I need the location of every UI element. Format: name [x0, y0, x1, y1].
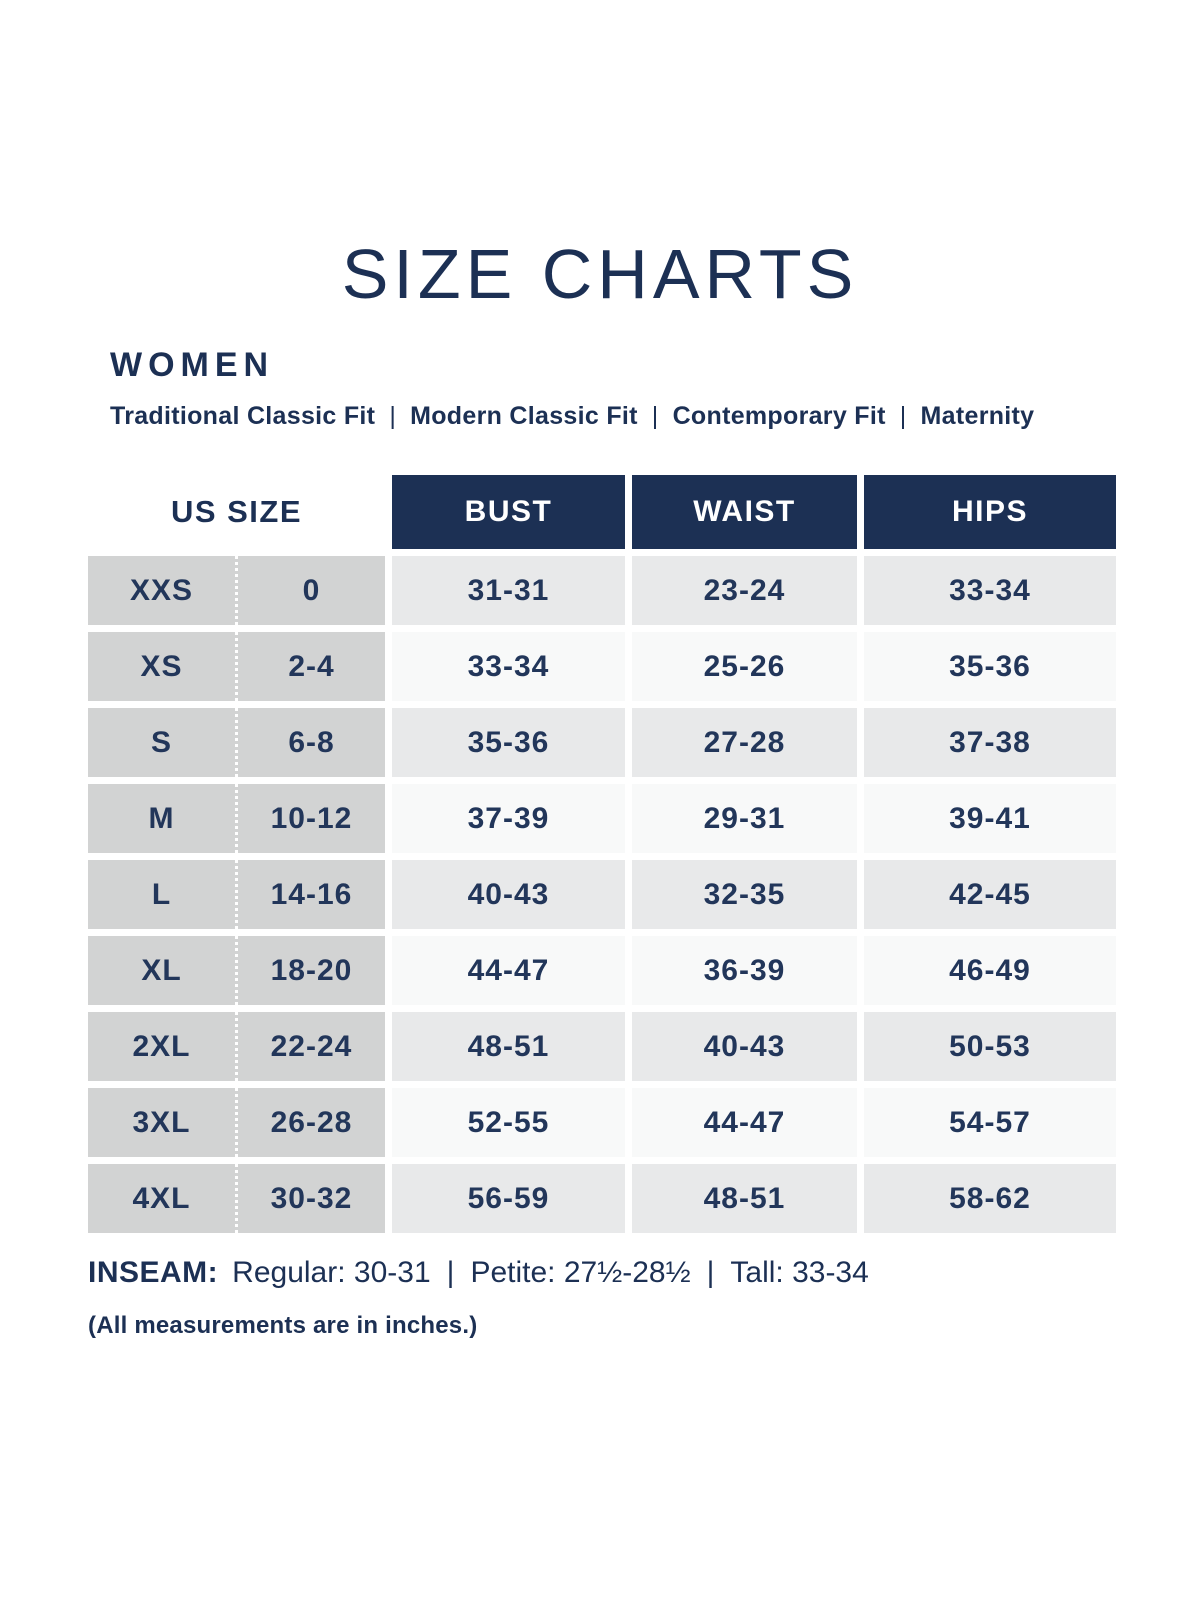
us-size-value: 10-12 — [235, 784, 385, 853]
hips-value: 58-62 — [864, 1164, 1116, 1233]
bust-value: 44-47 — [392, 936, 625, 1005]
size-label: M — [148, 801, 175, 835]
size-label: L — [151, 877, 172, 911]
hips-value: 35-36 — [864, 632, 1116, 701]
us-size-value: 18-20 — [235, 936, 385, 1005]
table-row-us-size: 3XL 26-28 — [88, 1088, 385, 1157]
fit-contemporary: Contemporary Fit — [672, 402, 886, 430]
waist-value: 48-51 — [632, 1164, 857, 1233]
hips-value: 50-53 — [864, 1012, 1116, 1081]
hips-value: 39-41 — [864, 784, 1116, 853]
us-size-value: 26-28 — [235, 1088, 385, 1157]
table-row-us-size: 4XL 30-32 — [88, 1164, 385, 1233]
waist-value: 25-26 — [632, 632, 857, 701]
women-section-heading: WOMEN — [110, 346, 275, 384]
fit-divider: | — [899, 402, 907, 430]
waist-value: 29-31 — [632, 784, 857, 853]
bust-value: 37-39 — [392, 784, 625, 853]
table-row-us-size: XXS 0 — [88, 556, 385, 625]
fit-divider: | — [389, 402, 397, 430]
fit-modern-classic: Modern Classic Fit — [410, 402, 638, 430]
us-size-value: 14-16 — [235, 860, 385, 929]
us-size-value: 30-32 — [235, 1164, 385, 1233]
size-label: 3XL — [132, 1105, 191, 1139]
us-size-value: 22-24 — [235, 1012, 385, 1081]
hips-value: 33-34 — [864, 556, 1116, 625]
us-size-value: 6-8 — [235, 708, 385, 777]
fit-maternity: Maternity — [920, 402, 1035, 430]
column-header-us-size: US SIZE — [170, 494, 303, 529]
fit-types-line: Traditional Classic Fit | Modern Classic F… — [110, 402, 1034, 431]
inseam-petite: Petite: 27½-28½ — [470, 1256, 691, 1289]
hips-value: 54-57 — [864, 1088, 1116, 1157]
inseam-regular: Regular: 30-31 — [232, 1256, 431, 1289]
size-label: 2XL — [132, 1029, 191, 1063]
bust-value: 56-59 — [392, 1164, 625, 1233]
waist-value: 27-28 — [632, 708, 857, 777]
waist-value: 36-39 — [632, 936, 857, 1005]
fit-divider: | — [651, 402, 659, 430]
bust-value: 48-51 — [392, 1012, 625, 1081]
inseam-tall: Tall: 33-34 — [730, 1256, 869, 1289]
table-row-us-size: M 10-12 — [88, 784, 385, 853]
column-header-hips: HIPS — [864, 475, 1116, 549]
table-row-us-size: XS 2-4 — [88, 632, 385, 701]
size-label: 4XL — [132, 1181, 191, 1215]
table-row-us-size: 2XL 22-24 — [88, 1012, 385, 1081]
women-size-table: US SIZE BUST WAIST HIPS XXS 0 31-31 23-2… — [88, 475, 1116, 1233]
page-title: SIZE CHARTS — [341, 235, 859, 313]
bust-value: 52-55 — [392, 1088, 625, 1157]
inseam-divider: | — [446, 1256, 455, 1289]
bust-value: 35-36 — [392, 708, 625, 777]
table-row-us-size: S 6-8 — [88, 708, 385, 777]
bust-value: 31-31 — [392, 556, 625, 625]
inseam-divider: | — [706, 1256, 715, 1289]
size-label: XL — [141, 953, 182, 987]
column-header-waist: WAIST — [632, 475, 857, 549]
measurements-note: (All measurements are in inches.) — [88, 1312, 478, 1339]
table-row-us-size: L 14-16 — [88, 860, 385, 929]
fit-traditional-classic: Traditional Classic Fit — [110, 402, 376, 430]
hips-value: 37-38 — [864, 708, 1116, 777]
inseam-label: INSEAM: — [88, 1256, 219, 1289]
table-row-us-size: XL 18-20 — [88, 936, 385, 1005]
waist-value: 40-43 — [632, 1012, 857, 1081]
inseam-info-line: INSEAM: Regular: 30-31 | Petite: 27½-28½ | Ta… — [88, 1256, 869, 1290]
size-label: S — [150, 725, 172, 759]
bust-value: 40-43 — [392, 860, 625, 929]
hips-value: 42-45 — [864, 860, 1116, 929]
us-size-value: 2-4 — [235, 632, 385, 701]
waist-value: 23-24 — [632, 556, 857, 625]
bust-value: 33-34 — [392, 632, 625, 701]
column-header-bust: BUST — [392, 475, 625, 549]
us-size-value: 0 — [235, 556, 385, 625]
waist-value: 32-35 — [632, 860, 857, 929]
hips-value: 46-49 — [864, 936, 1116, 1005]
size-label: XXS — [129, 573, 194, 607]
waist-value: 44-47 — [632, 1088, 857, 1157]
size-label: XS — [140, 649, 183, 683]
